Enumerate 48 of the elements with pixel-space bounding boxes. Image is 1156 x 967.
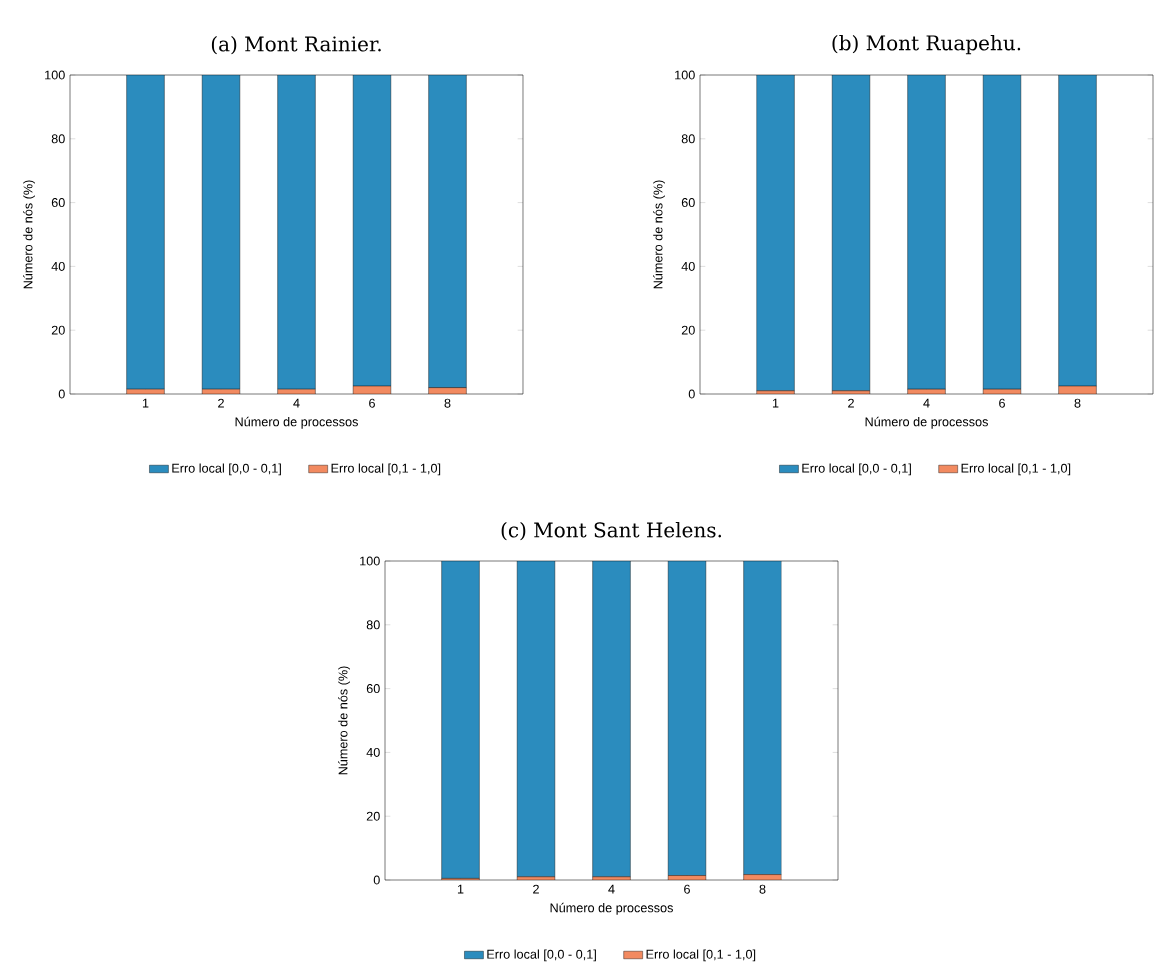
x-tick-label: 6	[369, 398, 375, 408]
y-tick-label: 20	[681, 325, 695, 335]
y-tick-label: 40	[681, 261, 695, 271]
chart-title: (b) Mont Ruapehu.	[832, 34, 1021, 55]
y-tick-label: 60	[51, 198, 65, 208]
y-tick-label: 80	[51, 134, 65, 144]
x-tick-label: 1	[772, 398, 779, 408]
x-axis-title: Número de processos	[235, 416, 358, 429]
x-tick-label: 1	[142, 398, 149, 408]
y-tick-label: 40	[366, 747, 380, 757]
x-tick-label: 4	[608, 884, 615, 894]
y-tick-label: 100	[675, 70, 695, 80]
legend-label: Erro local [0,1 - 1,0]	[961, 463, 1071, 476]
chart-title: (c) Mont Sant Helens.	[501, 522, 722, 541]
x-tick-label: 4	[923, 398, 930, 408]
x-axis-title: Número de processos	[865, 416, 988, 429]
x-tick-label: 2	[218, 398, 224, 408]
x-tick-label: 4	[293, 398, 300, 408]
legend-label: Erro local [0,0 - 0,1]	[172, 463, 281, 476]
y-tick-label: 0	[688, 389, 695, 399]
legend-label: Erro local [0,0 - 0,1]	[487, 949, 596, 962]
x-tick-label: 2	[533, 884, 539, 894]
legend-label: Erro local [0,0 - 0,1]	[802, 463, 911, 476]
y-tick-label: 100	[360, 556, 380, 566]
legend-label: Erro local [0,1 - 1,0]	[331, 463, 441, 476]
y-tick-label: 40	[51, 261, 65, 271]
y-tick-label: 60	[681, 198, 695, 208]
y-tick-label: 100	[45, 70, 65, 80]
y-axis-title: Número de nós (%)	[23, 180, 35, 289]
x-tick-label: 1	[457, 884, 464, 894]
legend-label: Erro local [0,1 - 1,0]	[646, 949, 756, 962]
y-tick-label: 20	[51, 325, 65, 335]
x-tick-label: 8	[444, 398, 451, 408]
y-axis-title: Número de nós (%)	[338, 666, 350, 775]
x-tick-label: 8	[759, 884, 766, 894]
y-tick-label: 20	[366, 811, 380, 821]
x-tick-label: 2	[848, 398, 854, 408]
y-tick-label: 60	[366, 684, 380, 694]
x-tick-label: 8	[1074, 398, 1081, 408]
chart-title: (a) Mont Rainier.	[211, 35, 381, 55]
y-axis-title: Número de nós (%)	[653, 180, 665, 289]
y-tick-label: 80	[366, 620, 380, 630]
x-tick-label: 6	[999, 398, 1005, 408]
x-tick-label: 6	[684, 884, 690, 894]
y-tick-label: 80	[681, 134, 695, 144]
y-tick-label: 0	[58, 389, 65, 399]
y-tick-label: 0	[373, 875, 380, 885]
x-axis-title: Número de processos	[550, 902, 673, 915]
